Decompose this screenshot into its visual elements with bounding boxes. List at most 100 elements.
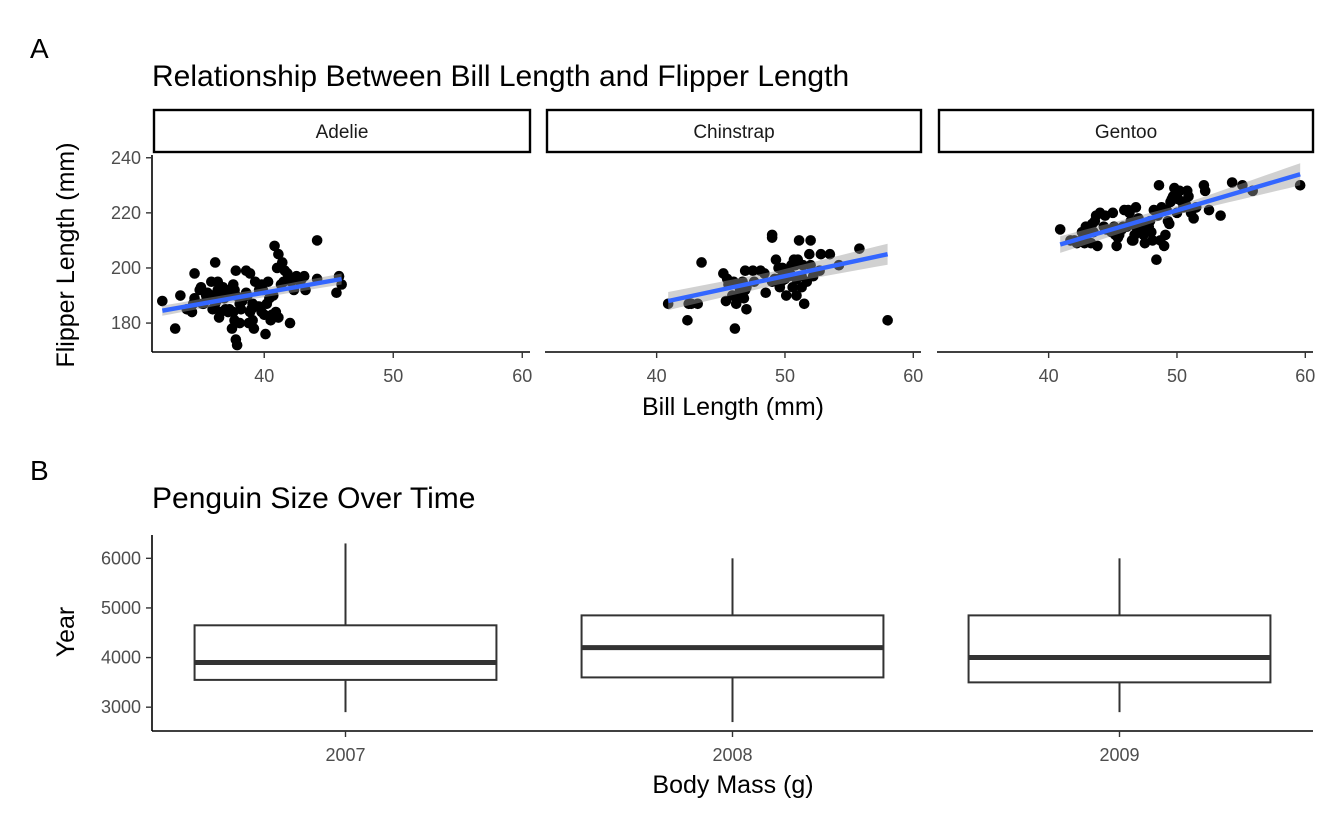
- iqr-box: [967, 614, 1272, 684]
- data-point: [278, 276, 289, 288]
- y-tick-label: 4000: [101, 648, 141, 668]
- data-point: [1226, 177, 1238, 188]
- data-point: [1203, 204, 1215, 216]
- regression-line: [1059, 172, 1301, 247]
- data-point: [759, 268, 770, 279]
- data-point: [189, 292, 200, 304]
- x-tick-label: 60: [512, 366, 532, 386]
- data-point: [791, 290, 802, 301]
- data-point: [169, 323, 181, 334]
- data-point: [1111, 240, 1122, 252]
- panel-a-y-axis-title: Flipper Length (mm): [52, 142, 80, 367]
- panel-a: A Relationship Between Bill Length and F…: [30, 33, 1315, 421]
- data-point: [311, 235, 323, 246]
- data-point: [780, 290, 792, 301]
- boxplot-2007: 2007: [193, 543, 498, 765]
- data-point: [234, 317, 246, 329]
- x-tick-label: 60: [1295, 366, 1315, 386]
- x-tick-label: 40: [647, 366, 667, 386]
- data-point: [273, 312, 284, 323]
- data-point: [696, 257, 707, 268]
- data-point: [298, 270, 310, 282]
- x-tick-label: 40: [1039, 366, 1059, 386]
- x-tick-label: 60: [903, 366, 923, 386]
- x-tick-label: 2007: [325, 745, 365, 765]
- data-point: [157, 295, 168, 307]
- panel-b-tag: B: [30, 455, 49, 486]
- panel-b-plot: 3000 4000 5000 6000 2007 2008 2009: [101, 535, 1313, 765]
- x-tick-label: 2009: [1099, 745, 1139, 765]
- data-point: [175, 290, 186, 301]
- data-point: [248, 323, 260, 334]
- data-point: [247, 315, 258, 326]
- data-point: [730, 298, 742, 310]
- data-point: [1167, 191, 1179, 202]
- data-point: [189, 268, 200, 279]
- data-point: [1090, 210, 1102, 221]
- data-point: [240, 265, 252, 277]
- data-point: [854, 243, 865, 254]
- data-point: [264, 292, 275, 304]
- data-point: [760, 287, 772, 299]
- y-tick-label: 3000: [101, 697, 141, 717]
- y-tick-label: 200: [111, 258, 141, 278]
- data-point: [260, 328, 271, 340]
- data-point: [1054, 224, 1066, 235]
- x-tick-label: 50: [383, 366, 403, 386]
- boxplot-2008: 2008: [580, 558, 885, 765]
- x-tick-label: 50: [775, 366, 795, 386]
- data-point: [787, 281, 798, 293]
- regression-line: [667, 252, 889, 304]
- data-point: [882, 315, 893, 326]
- data-point: [1147, 235, 1158, 246]
- data-point: [1151, 254, 1162, 265]
- data-point: [336, 279, 347, 290]
- iqr-box: [193, 624, 498, 681]
- data-point: [1215, 210, 1226, 221]
- data-point: [1092, 240, 1103, 252]
- panel-b-x-axis-title: Body Mass (g): [652, 771, 813, 799]
- data-point: [231, 339, 243, 351]
- panel-a-y-axis: 180 200 220 240: [111, 148, 153, 352]
- facet-strip: [152, 108, 532, 154]
- data-point: [805, 235, 816, 246]
- y-tick-label: 240: [111, 148, 141, 168]
- y-tick-label: 180: [111, 313, 141, 333]
- data-point: [682, 315, 693, 326]
- data-point: [1163, 218, 1175, 230]
- data-point: [1294, 180, 1306, 191]
- data-point: [729, 323, 741, 334]
- facet-strip-label: Gentoo: [1095, 122, 1157, 143]
- facet-chinstrap: Chinstrap 40 50 60: [545, 108, 923, 386]
- data-point: [739, 265, 751, 277]
- x-tick-label: 40: [254, 366, 274, 386]
- data-point: [284, 317, 296, 329]
- facet-gentoo: Gentoo 40 50 60: [937, 108, 1315, 386]
- data-point: [1158, 240, 1170, 252]
- data-point: [186, 306, 198, 318]
- x-tick-label: 2008: [712, 745, 752, 765]
- data-point: [747, 265, 759, 277]
- data-point: [277, 257, 288, 268]
- data-point: [773, 262, 784, 274]
- panel-a-x-axis-title: Bill Length (mm): [642, 393, 824, 421]
- data-point: [235, 303, 247, 315]
- data-point: [1183, 191, 1194, 202]
- regression-line: [161, 276, 343, 313]
- data-point: [269, 240, 280, 252]
- data-point: [793, 235, 805, 246]
- data-point: [212, 284, 224, 296]
- panel-a-title: Relationship Between Bill Length and Fli…: [152, 60, 849, 93]
- data-point: [1237, 180, 1248, 191]
- y-tick-label: 6000: [101, 548, 141, 568]
- data-point: [1153, 180, 1165, 191]
- data-point: [815, 248, 827, 260]
- y-tick-label: 220: [111, 203, 141, 223]
- facet-strip-label: Adelie: [316, 122, 369, 143]
- panel-b: B Penguin Size Over Time Body Mass (g) Y…: [30, 455, 1313, 799]
- facet-strip: [545, 108, 923, 154]
- x-tick-label: 50: [1167, 366, 1187, 386]
- data-point: [738, 292, 750, 304]
- data-point: [824, 248, 836, 260]
